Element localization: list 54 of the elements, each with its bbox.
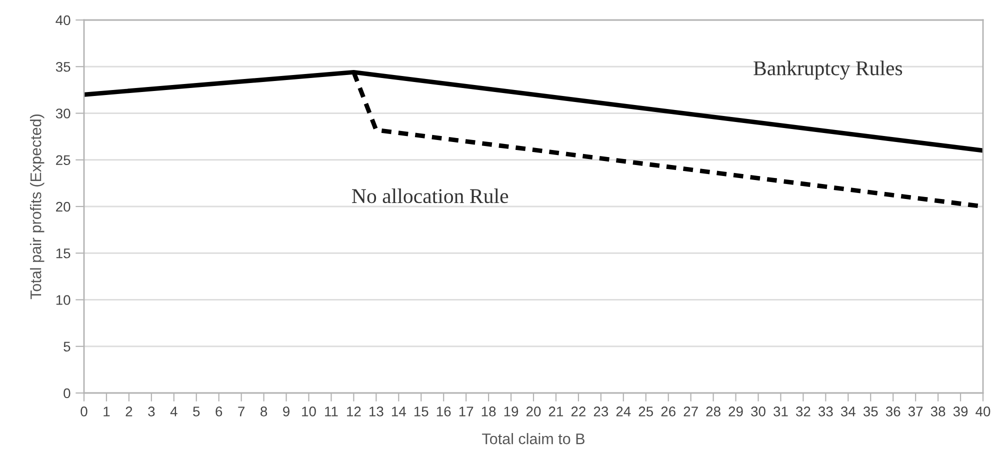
x-tick-label: 39 bbox=[953, 406, 968, 416]
x-tick-label: 38 bbox=[930, 406, 946, 416]
x-tick-label: 12 bbox=[347, 406, 361, 416]
x-tick-label: 23 bbox=[594, 406, 608, 416]
x-tick-label: 19 bbox=[504, 406, 518, 416]
x-tick-label: 22 bbox=[571, 406, 586, 416]
x-tick-label: 18 bbox=[482, 406, 496, 416]
y-tick-label: 40 bbox=[56, 15, 70, 26]
x-tick-label: 5 bbox=[193, 406, 200, 416]
x-tick-label: 8 bbox=[260, 406, 268, 416]
x-tick-label: 9 bbox=[283, 406, 290, 416]
x-tick-label: 15 bbox=[414, 406, 428, 416]
x-tick-label: 27 bbox=[684, 406, 698, 416]
y-tick-label: 0 bbox=[64, 388, 70, 398]
x-tick-label: 20 bbox=[526, 406, 541, 416]
x-tick-label: 13 bbox=[370, 406, 384, 416]
x-tick-label: 36 bbox=[886, 406, 900, 416]
series-label: No allocation Rule bbox=[352, 188, 508, 204]
x-tick-label: 33 bbox=[818, 406, 833, 416]
x-tick-label: 11 bbox=[325, 406, 338, 416]
x-tick-label: 29 bbox=[728, 406, 743, 416]
x-tick-label: 31 bbox=[774, 406, 788, 416]
x-tick-label: 4 bbox=[170, 406, 178, 416]
x-tick-label: 32 bbox=[796, 406, 810, 416]
x-tick-label: 2 bbox=[126, 406, 132, 416]
x-tick-label: 10 bbox=[302, 406, 316, 416]
x-tick-label: 35 bbox=[863, 406, 878, 416]
y-tick-label: 20 bbox=[56, 202, 70, 212]
x-tick-label: 6 bbox=[216, 406, 222, 416]
x-tick-label: 37 bbox=[908, 406, 923, 416]
y-tick-label: 35 bbox=[56, 62, 70, 72]
x-tick-label: 28 bbox=[706, 406, 720, 416]
x-tick-label: 1 bbox=[104, 406, 110, 416]
x-tick-label: 21 bbox=[548, 406, 564, 416]
y-axis-title: Total pair profits (Expected) bbox=[30, 114, 44, 300]
y-tick-label: 30 bbox=[56, 108, 70, 118]
x-tick-label: 3 bbox=[148, 406, 155, 416]
x-tick-label: 7 bbox=[238, 406, 244, 416]
x-tick-label: 24 bbox=[616, 406, 631, 416]
text: Bankruptcy Rules bbox=[754, 60, 902, 80]
x-tick-label: 30 bbox=[751, 406, 766, 416]
y-tick-label: 25 bbox=[56, 155, 70, 166]
x-tick-label: 26 bbox=[661, 406, 676, 416]
y-tick-label: 5 bbox=[64, 342, 70, 352]
x-tick-label: 17 bbox=[459, 406, 474, 416]
y-tick-label: 15 bbox=[56, 248, 70, 258]
x-tick-label: 0 bbox=[80, 406, 88, 416]
x-tick-label: 25 bbox=[638, 406, 654, 416]
x-axis-title: Total claim to B bbox=[482, 433, 584, 444]
x-tick-label: 14 bbox=[392, 406, 406, 416]
x-tick-label: 16 bbox=[436, 406, 451, 416]
x-tick-label: 34 bbox=[840, 406, 856, 416]
x-tick-label: 40 bbox=[976, 406, 990, 416]
y-tick-label: 10 bbox=[56, 295, 70, 305]
